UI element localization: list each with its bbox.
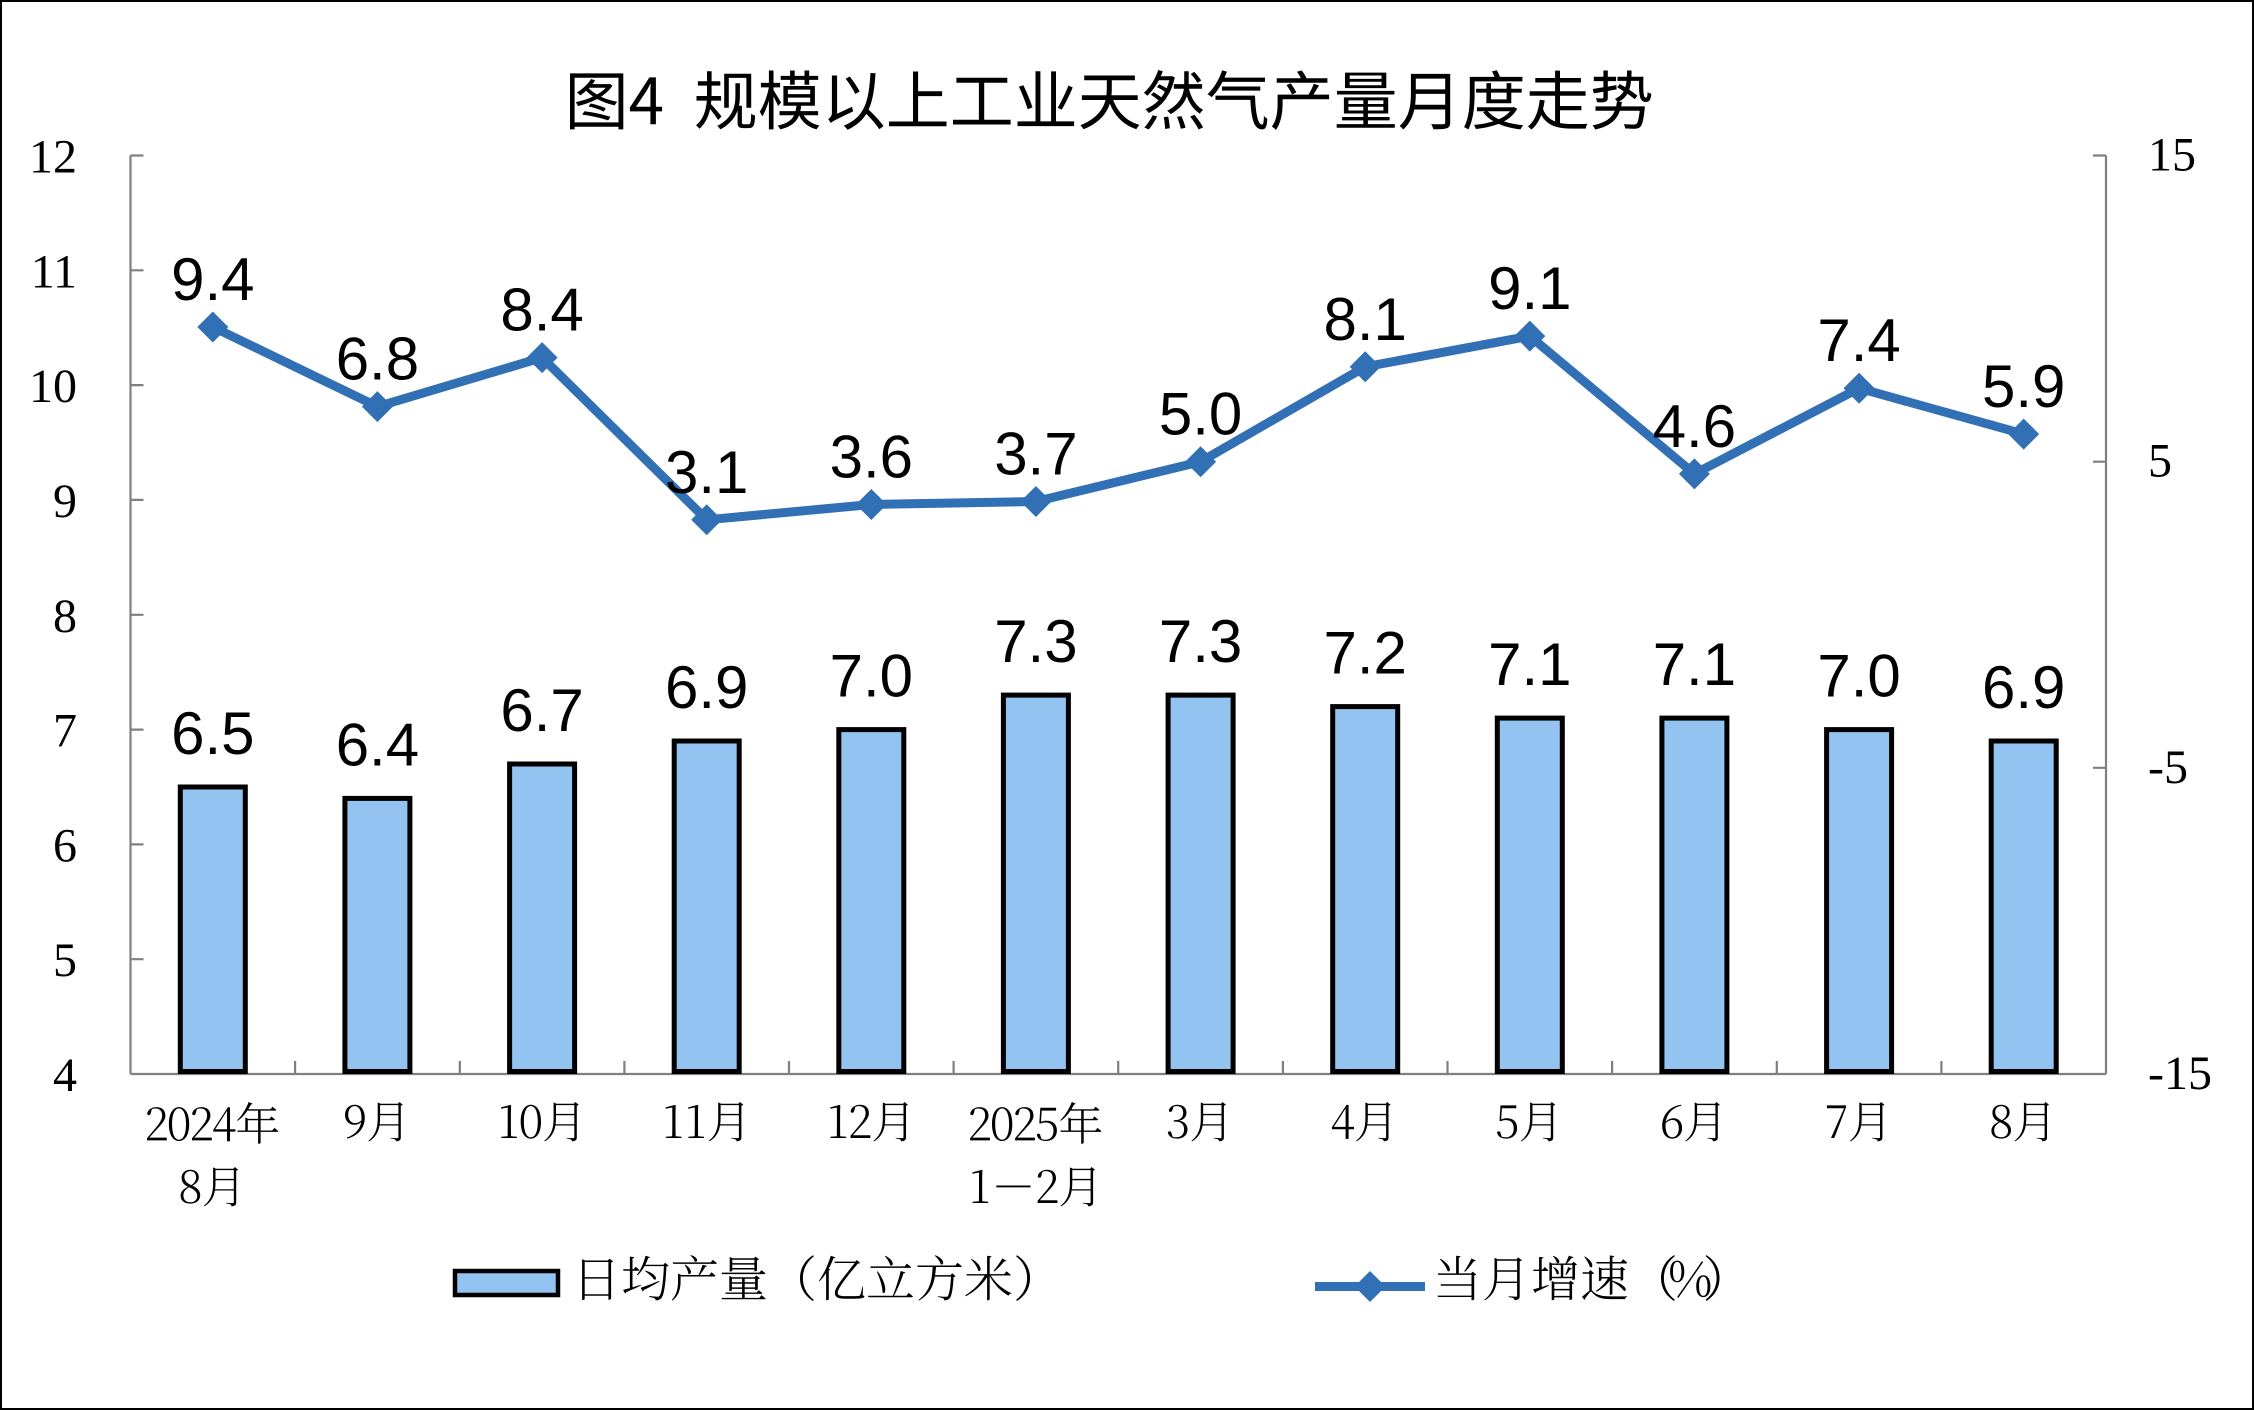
svg-text:4: 4 — [53, 1049, 77, 1102]
svg-text:5.0: 5.0 — [1159, 381, 1242, 448]
svg-text:3.7: 3.7 — [994, 421, 1077, 488]
svg-text:6: 6 — [53, 819, 77, 872]
svg-text:9.1: 9.1 — [1488, 255, 1571, 322]
svg-text:7.3: 7.3 — [1159, 608, 1242, 675]
svg-text:10: 10 — [29, 360, 77, 413]
svg-text:6.9: 6.9 — [665, 654, 748, 721]
svg-text:12: 12 — [29, 131, 77, 184]
svg-text:8.4: 8.4 — [500, 277, 583, 344]
svg-text:6.5: 6.5 — [171, 700, 254, 767]
svg-text:9.4: 9.4 — [171, 246, 254, 313]
svg-text:5: 5 — [53, 934, 77, 987]
svg-text:6.8: 6.8 — [336, 326, 419, 393]
svg-text:7.0: 7.0 — [1817, 643, 1900, 710]
svg-text:7.2: 7.2 — [1323, 620, 1406, 687]
svg-text:6.7: 6.7 — [500, 677, 583, 744]
svg-text:3.1: 3.1 — [665, 439, 748, 506]
svg-text:6.4: 6.4 — [336, 711, 419, 778]
svg-text:7.1: 7.1 — [1653, 631, 1736, 698]
svg-text:15: 15 — [2148, 129, 2196, 182]
svg-text:7: 7 — [53, 705, 77, 758]
svg-text:8.1: 8.1 — [1323, 286, 1406, 353]
svg-text:-5: -5 — [2148, 741, 2188, 794]
svg-text:7.3: 7.3 — [994, 608, 1077, 675]
svg-text:5.9: 5.9 — [1982, 353, 2065, 420]
svg-text:7.1: 7.1 — [1488, 631, 1571, 698]
svg-text:7.4: 7.4 — [1817, 307, 1900, 374]
svg-text:8: 8 — [53, 590, 77, 643]
svg-text:9: 9 — [53, 475, 77, 528]
svg-text:3.6: 3.6 — [830, 424, 913, 491]
svg-text:5: 5 — [2148, 435, 2172, 488]
svg-text:6.9: 6.9 — [1982, 654, 2065, 721]
svg-text:4.6: 4.6 — [1653, 393, 1736, 460]
svg-text:11: 11 — [31, 245, 77, 298]
svg-text:7.0: 7.0 — [830, 643, 913, 710]
svg-text:-15: -15 — [2148, 1047, 2212, 1100]
